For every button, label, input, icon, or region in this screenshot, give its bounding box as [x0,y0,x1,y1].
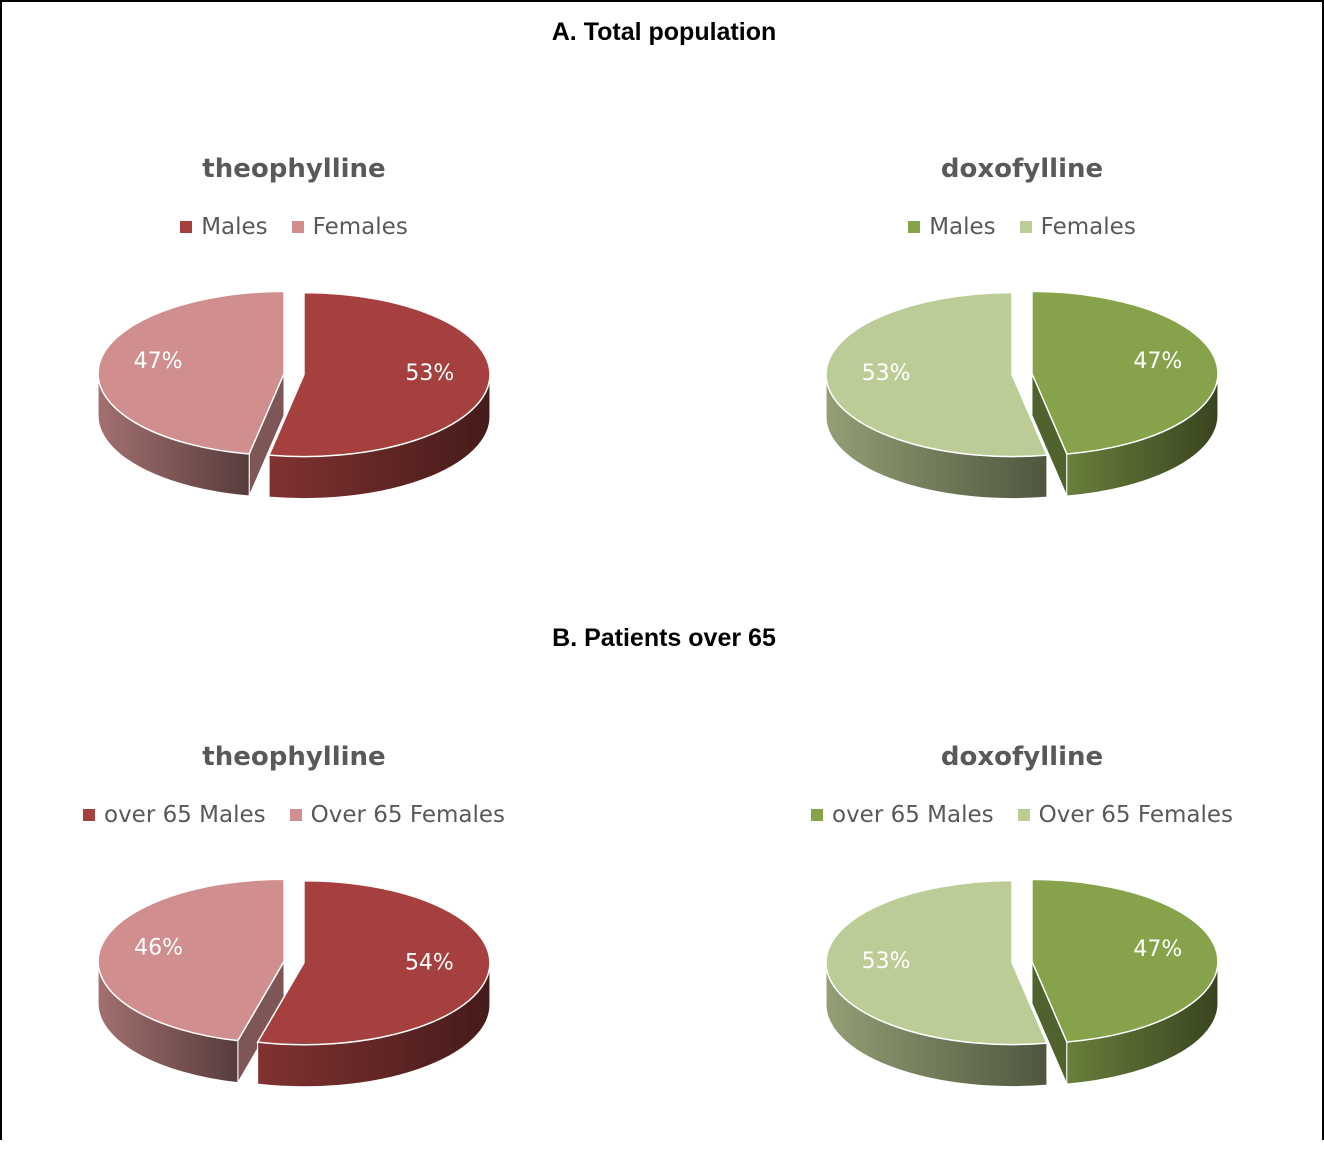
pie-slice-top [267,291,491,458]
pie-chart-theophylline-over65: theophylline over 65 Males Over 65 Femal… [14,742,574,1162]
legend-swatch [811,809,823,821]
section-title-a: A. Total population [551,18,777,46]
legend-item-females: Females [1019,214,1136,240]
pie-slice-0: 47% [1031,878,1219,1085]
pie-slice-1: 47% [97,290,285,497]
legend-swatch [289,809,302,821]
pie-chart-doxofylline-over65: doxofylline over 65 Males Over 65 Female… [742,742,1302,1162]
legend-item-over65-males: over 65 Males [811,802,994,828]
section-title-b: B. Patients over 65 [552,624,776,652]
legend-label: over 65 Males [832,802,994,828]
pie-data-label: 53% [862,361,911,386]
pie-data-label: 47% [1133,349,1182,374]
legend-item-over65-females: Over 65 Females [1017,802,1233,828]
pie-plot: 47% 53% [825,290,1219,500]
pie-data-label: 46% [134,935,183,960]
legend-label: Females [312,214,408,240]
pie-slice-0: 53% [267,291,491,500]
legend: over 65 Males Over 65 Females [742,802,1302,828]
pie-data-label: 47% [134,349,183,374]
pie-slice-top [825,879,1049,1046]
chart-title: theophylline [202,742,386,772]
legend: over 65 Males Over 65 Females [14,802,574,828]
legend-item-females: Females [291,214,408,240]
legend-label: Over 65 Females [310,802,505,828]
pie-data-label: 47% [1133,937,1182,962]
legend-swatch [291,221,304,233]
pie-slice-top [97,290,285,455]
legend: Males Females [742,214,1302,240]
pie-slice-0: 54% [256,880,491,1088]
legend-label: Males [201,214,268,240]
pie-slice-top [256,880,491,1046]
legend-swatch [1019,221,1032,233]
legend-label: Males [929,214,996,240]
pie-plot: 46% 54% [97,878,491,1088]
legend-swatch [180,221,193,233]
chart-title: doxofylline [940,742,1104,772]
pie-slice-1: 46% [97,878,285,1085]
pie-slice-0: 47% [1031,290,1219,497]
pie-slice-top [1031,290,1219,455]
pie-data-label: 54% [405,951,454,976]
legend-swatch [83,809,95,821]
legend-swatch [1017,809,1030,821]
legend-item-over65-females: Over 65 Females [289,802,505,828]
pie-plot: 47% 53% [825,878,1219,1088]
pie-slice-top [97,878,285,1042]
chart-title: doxofylline [940,154,1104,184]
pie-plot: 47% 53% [97,290,491,500]
chart-title: theophylline [202,154,386,184]
pie-slice-top [1031,878,1219,1043]
legend-label: Females [1040,214,1136,240]
pie-slice-top [825,291,1049,458]
legend-label: over 65 Males [104,802,266,828]
pie-data-label: 53% [405,361,454,386]
legend-swatch [908,221,921,233]
legend-item-males: Males [180,214,268,240]
legend-item-males: Males [908,214,996,240]
legend: Males Females [14,214,574,240]
legend-label: Over 65 Females [1038,802,1233,828]
pie-data-label: 53% [862,949,911,974]
pie-chart-doxofylline-total: doxofylline Males Females 47% 53% [742,154,1302,574]
pie-chart-theophylline-total: theophylline Males Females 47% 53% [14,154,574,574]
legend-item-over65-males: over 65 Males [83,802,266,828]
pie-slice-1: 53% [825,879,1049,1088]
pie-slice-1: 53% [825,291,1049,500]
